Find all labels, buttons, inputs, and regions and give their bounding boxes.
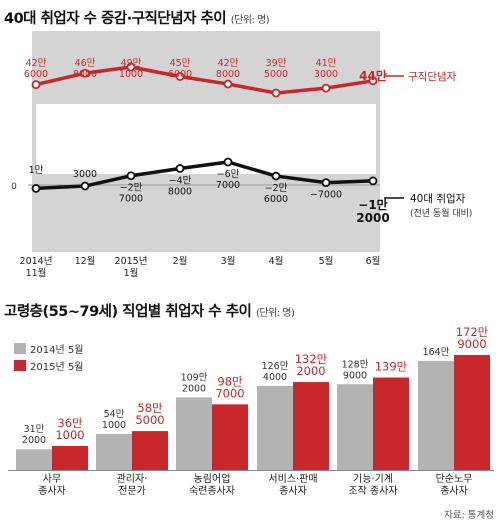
legend-label-jobseekers: 구직단념자 bbox=[408, 71, 457, 83]
value-label-2015-1: 58만 5000 bbox=[135, 401, 164, 427]
bar-2015-0 bbox=[52, 445, 88, 470]
label-employed40s-2: −2만 7000 bbox=[119, 183, 143, 205]
point-employed40s-3 bbox=[175, 164, 185, 173]
bar-2015-4 bbox=[373, 377, 409, 470]
x-tick-label-0: 2014년 11월 bbox=[20, 256, 53, 279]
point-jobseekers-2 bbox=[126, 62, 136, 72]
x-tick-label-2: 2015년 1월 bbox=[115, 256, 148, 279]
bar-2015-5 bbox=[454, 355, 490, 470]
x-tick-label-6: 5월 bbox=[319, 255, 334, 267]
label-jobseekers-5: 39만 5000 bbox=[264, 58, 288, 80]
category-label-1: 관리자· 전문가 bbox=[117, 473, 148, 497]
line-series-employed40s bbox=[35, 160, 374, 191]
value-label-2015-2: 98만 7000 bbox=[215, 374, 244, 400]
point-employed40s-7 bbox=[368, 176, 378, 186]
chart1-title: 40대 취업자 수 증감·구직단념자 추이 (단위: 명) bbox=[4, 7, 270, 28]
legend-item-2015: 2015년 5월 bbox=[14, 357, 83, 374]
legend-swatch-2014 bbox=[14, 343, 26, 354]
x-tick-label-1: 12월 bbox=[75, 255, 96, 267]
bar-2015-3 bbox=[293, 382, 329, 470]
category-label-0: 사무 종사자 bbox=[38, 473, 66, 497]
bar-2014-4 bbox=[337, 384, 373, 470]
label-jobseekers-1: 46만 8000 bbox=[73, 58, 97, 80]
point-employed40s-1 bbox=[80, 181, 90, 191]
value-label-2015-5: 172만 9000 bbox=[456, 325, 489, 351]
point-jobseekers-5 bbox=[271, 88, 281, 98]
label-jobseekers-6: 41만 3000 bbox=[314, 58, 338, 80]
value-label-2014-0: 31만 2000 bbox=[22, 424, 46, 446]
category-label-3: 서비스·판매 종사자 bbox=[268, 473, 317, 497]
legend-item-2014: 2014년 5월 bbox=[14, 340, 83, 357]
bar-2014-3 bbox=[257, 385, 293, 470]
bar-legend: 2014년 5월 2015년 5월 bbox=[14, 340, 83, 374]
point-jobseekers-3 bbox=[175, 72, 185, 81]
point-jobseekers-6 bbox=[321, 83, 331, 93]
label-employed40s-4: −6만 7000 bbox=[216, 169, 240, 191]
chart1-unit: (단위: 명) bbox=[230, 15, 270, 26]
point-jobseekers-7 bbox=[368, 76, 378, 86]
label-employed40s-3: −4만 8000 bbox=[168, 176, 192, 198]
value-label-2015-4: 139만 bbox=[375, 360, 408, 374]
x-tick-label-5: 4월 bbox=[269, 255, 284, 267]
bar-2015-2 bbox=[212, 404, 248, 470]
x-tick-label-3: 2월 bbox=[173, 255, 188, 267]
legend-label-2014: 2014년 5월 bbox=[30, 345, 84, 356]
source-note: 자료: 통계청 bbox=[444, 510, 494, 521]
value-label-2014-2: 109만 2000 bbox=[181, 372, 208, 394]
point-employed40s-6 bbox=[321, 178, 331, 187]
line-chart-band bbox=[36, 104, 376, 174]
point-jobseekers-1 bbox=[80, 68, 90, 78]
value-label-2014-1: 54만 1000 bbox=[102, 409, 126, 431]
bar-2014-0 bbox=[16, 449, 52, 470]
legend-sub-employed40s: (전년 동월 대비) bbox=[410, 207, 472, 219]
label-employed40s-7: −1만 2000 bbox=[356, 197, 389, 225]
label-employed40s-0: 1만 bbox=[29, 165, 44, 176]
point-jobseekers-4 bbox=[223, 79, 233, 89]
bar-2015-1 bbox=[132, 431, 168, 470]
label-jobseekers-3: 45만 6000 bbox=[168, 58, 192, 80]
point-employed40s-0 bbox=[31, 184, 41, 193]
chart2-unit: (단위: 명) bbox=[255, 308, 295, 319]
bar-2014-5 bbox=[418, 360, 454, 470]
point-employed40s-4 bbox=[223, 157, 233, 167]
label-employed40s-6: −7000 bbox=[310, 190, 342, 201]
point-jobseekers-0 bbox=[31, 80, 41, 90]
label-jobseekers-0: 42만 6000 bbox=[24, 58, 48, 80]
x-tick-label-4: 3월 bbox=[221, 255, 236, 267]
line-series-jobseekers bbox=[35, 65, 374, 95]
value-label-2014-4: 128만 9000 bbox=[342, 359, 369, 381]
category-label-5: 단순노무 종사자 bbox=[436, 473, 473, 497]
legend-label-2015: 2015년 5월 bbox=[30, 362, 84, 373]
bar-2014-1 bbox=[96, 434, 132, 470]
legend-label-employed40s: 40대 취업자 bbox=[410, 192, 466, 205]
label-jobseekers-2: 49만 1000 bbox=[119, 58, 143, 80]
chart2-title: 고령층(55~79세) 직업별 취업자 수 추이 (단위: 명) bbox=[4, 300, 295, 321]
legend-swatch-2015 bbox=[14, 360, 26, 371]
label-employed40s-5: −2만 6000 bbox=[264, 183, 288, 205]
value-label-2014-3: 126만 4000 bbox=[262, 361, 289, 383]
line-chart: 0 42만 6000 46만 8000 49만 1000 45만 6000 42만 8000 39만 5… bbox=[11, 31, 472, 279]
x-tick-label-7: 6월 bbox=[366, 255, 381, 267]
value-label-2015-3: 132만 2000 bbox=[295, 352, 328, 378]
value-label-2014-5: 164만 bbox=[423, 347, 450, 358]
label-jobseekers-4: 42만 8000 bbox=[216, 58, 240, 80]
value-label-2015-0: 36만 1000 bbox=[55, 416, 84, 442]
label-jobseekers-7: 44만 bbox=[359, 68, 387, 83]
label-employed40s-1: 3000 bbox=[73, 169, 97, 180]
zero-tick-label: 0 bbox=[11, 182, 17, 192]
point-employed40s-2 bbox=[126, 171, 136, 181]
category-label-2: 농림어업 숙련종사자 bbox=[189, 472, 235, 497]
category-label-4: 기능·기계 조작 종사자 bbox=[348, 473, 397, 497]
point-employed40s-5 bbox=[271, 171, 281, 181]
chart1-title-text: 40대 취업자 수 증감·구직단념자 추이 bbox=[4, 11, 227, 27]
chart2-title-text: 고령층(55~79세) 직업별 취업자 수 추이 bbox=[4, 304, 252, 320]
bar-2014-2 bbox=[176, 397, 212, 470]
